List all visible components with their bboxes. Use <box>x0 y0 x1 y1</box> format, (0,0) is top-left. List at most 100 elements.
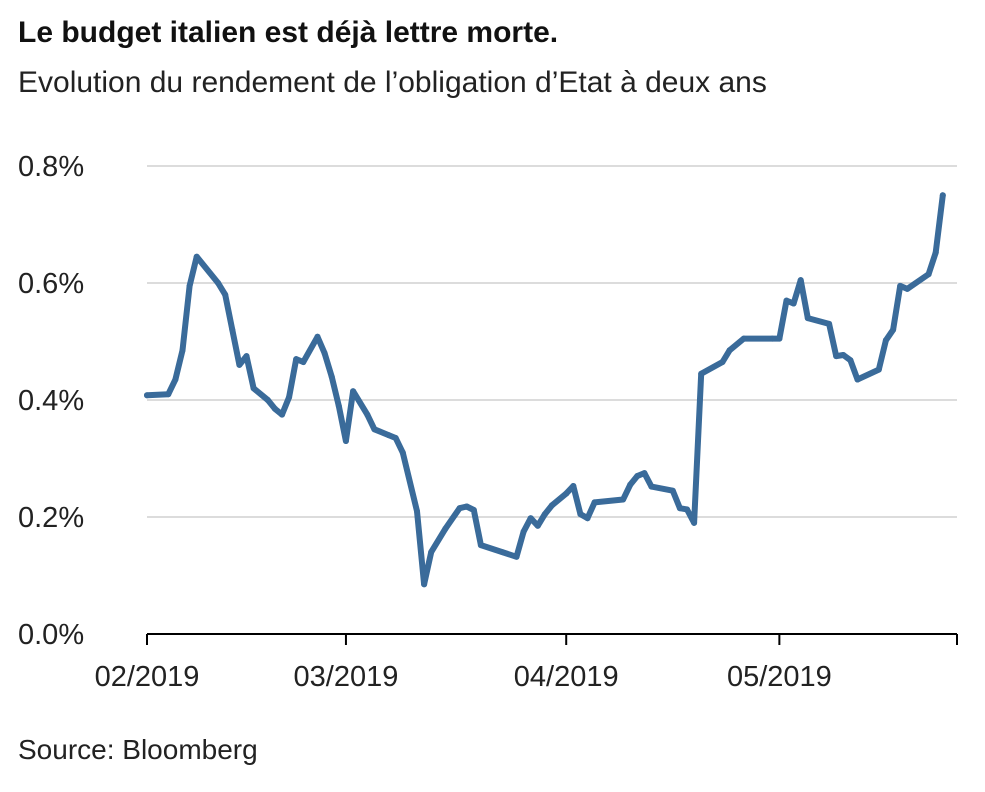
data-point <box>321 350 328 357</box>
data-point <box>271 405 278 412</box>
y-tick-label: 0.4% <box>18 385 84 417</box>
data-point <box>442 525 449 532</box>
data-point <box>826 320 833 327</box>
data-point <box>570 483 577 489</box>
data-point <box>300 359 307 365</box>
data-point <box>669 487 676 494</box>
y-tick-label: 0.2% <box>18 502 84 534</box>
data-point <box>627 481 634 488</box>
gridlines <box>147 165 957 518</box>
data-point <box>193 253 200 260</box>
series-layer <box>144 192 946 588</box>
data-point <box>740 335 747 342</box>
source-note: Source: Bloomberg <box>18 734 258 765</box>
data-point <box>342 438 349 444</box>
data-point <box>264 397 271 403</box>
data-point <box>399 449 406 456</box>
data-point <box>144 392 150 399</box>
data-point <box>549 502 555 509</box>
data-point <box>527 515 534 522</box>
data-point <box>691 519 698 526</box>
data-point <box>634 473 641 479</box>
data-point <box>769 335 776 342</box>
y-tick-label: 0.8% <box>18 151 84 183</box>
data-point <box>520 528 527 535</box>
data-point <box>719 359 726 365</box>
data-point <box>463 503 470 510</box>
data-point <box>421 581 428 588</box>
data-point <box>179 347 186 354</box>
data-point <box>591 499 598 506</box>
chart-subtitle: Evolution du rendement de l’obligation d… <box>18 66 767 99</box>
data-point <box>897 282 904 289</box>
data-point <box>314 333 321 340</box>
x-tick-label: 05/2019 <box>727 661 832 693</box>
data-point <box>335 402 342 409</box>
data-point <box>165 391 172 398</box>
data-point <box>776 335 783 342</box>
data-point <box>620 496 627 503</box>
data-point <box>236 361 243 368</box>
data-point <box>563 490 570 497</box>
data-point <box>350 388 357 395</box>
data-point <box>932 249 939 256</box>
data-point <box>250 385 257 392</box>
data-point <box>428 549 435 556</box>
data-point <box>534 522 541 529</box>
x-axis <box>146 633 958 645</box>
series-line-0 <box>144 192 946 588</box>
x-tick-label: 02/2019 <box>95 661 200 693</box>
data-point <box>293 356 300 363</box>
data-point <box>328 373 335 380</box>
data-point <box>833 353 840 360</box>
data-point <box>584 515 591 522</box>
data-point <box>641 470 648 477</box>
data-point <box>215 280 222 286</box>
data-point <box>698 370 705 377</box>
data-point <box>513 553 520 560</box>
data-point <box>541 511 548 518</box>
x-tick-label: 04/2019 <box>514 661 619 693</box>
data-point <box>186 282 193 289</box>
data-point <box>414 508 420 515</box>
data-point <box>875 366 882 373</box>
data-point <box>676 505 683 512</box>
data-point <box>499 549 506 556</box>
data-point <box>797 277 804 284</box>
x-axis-labels: 02/2019 03/2019 04/2019 05/2019 <box>95 661 832 693</box>
data-point <box>840 352 847 358</box>
data-point <box>684 506 690 513</box>
y-tick-label: 0.0% <box>18 619 84 651</box>
data-point <box>364 411 371 418</box>
data-point <box>286 394 293 401</box>
data-point <box>385 432 392 439</box>
data-point <box>790 300 797 307</box>
data-point <box>904 285 911 292</box>
data-point <box>925 271 932 278</box>
data-point <box>371 426 378 433</box>
data-point <box>882 337 889 344</box>
data-point <box>470 507 477 513</box>
data-point <box>477 542 484 549</box>
data-point <box>456 505 463 512</box>
data-point <box>392 435 399 441</box>
chart-title: Le budget italien est déjà lettre morte. <box>18 16 559 49</box>
data-point <box>847 357 854 364</box>
data-point <box>229 326 236 333</box>
data-point <box>726 347 733 354</box>
y-tick-label: 0.6% <box>18 268 84 300</box>
data-point <box>890 326 897 333</box>
data-point <box>172 376 179 383</box>
data-point <box>243 353 250 360</box>
data-point <box>577 511 584 518</box>
y-axis-labels: 0.0% 0.2% 0.4% 0.6% 0.8% <box>18 151 84 651</box>
data-point <box>939 192 946 199</box>
data-point <box>854 376 861 383</box>
data-point <box>783 297 790 304</box>
data-point <box>279 411 285 418</box>
data-point <box>804 315 811 322</box>
data-point <box>222 291 229 298</box>
x-tick-label: 03/2019 <box>294 661 399 693</box>
data-point <box>648 483 655 490</box>
